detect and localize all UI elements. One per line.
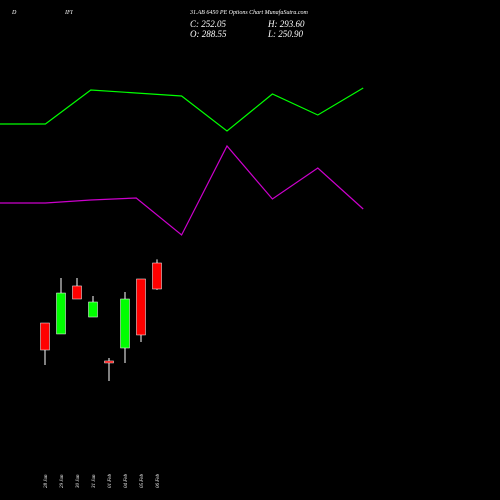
indicator-line	[0, 144, 364, 236]
x-tick-label: 05 Feb	[140, 473, 145, 488]
candle-body	[88, 301, 98, 318]
close-label: C: 252.05	[190, 19, 227, 29]
symbol: D	[11, 10, 17, 16]
candle-body	[72, 285, 82, 300]
indicator-line	[0, 87, 364, 132]
x-tick-label: 04 Feb	[124, 473, 129, 488]
low-label: L: 250.90	[267, 29, 304, 39]
x-tick-label: 01 Feb	[108, 473, 113, 488]
candle-body	[120, 298, 130, 349]
chart-title: 31.AB 6450 PE Options Chart MunafaSutra.…	[189, 9, 308, 16]
open-label: O: 288.55	[190, 29, 227, 39]
x-tick-label: 06 Feb	[156, 473, 161, 488]
x-tick-label: 28 Jan	[44, 474, 49, 488]
candle-body	[56, 292, 66, 335]
name: IFI	[64, 10, 74, 16]
x-tick-label: 31 Jan	[92, 474, 97, 488]
high-label: H: 293.60	[267, 19, 305, 29]
candle-body	[40, 322, 50, 351]
candle-body	[104, 360, 114, 364]
x-tick-label: 30 Jan	[76, 474, 81, 488]
x-tick-label: 29 Jan	[60, 474, 65, 488]
candle-body	[136, 278, 146, 336]
candle-body	[152, 262, 162, 290]
